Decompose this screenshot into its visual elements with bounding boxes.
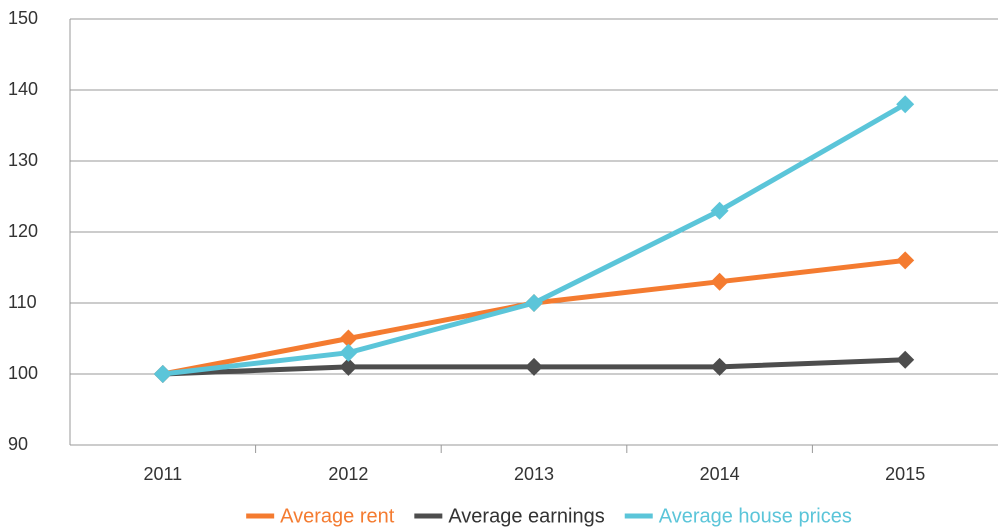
x-tick-label: 2011: [143, 464, 182, 484]
y-tick-label: 100: [8, 363, 38, 383]
data-point: [339, 357, 358, 376]
y-tick-label: 150: [8, 8, 38, 28]
legend-label: Average rent: [280, 505, 395, 527]
x-tick-label: 2015: [885, 464, 925, 484]
y-tick-label: 110: [8, 292, 37, 312]
y-tick-label: 90: [8, 434, 28, 454]
data-point: [896, 251, 915, 270]
data-point: [710, 357, 729, 376]
y-tick-label: 140: [8, 79, 38, 99]
legend-label: Average earnings: [448, 505, 604, 527]
x-tick-label: 2014: [700, 464, 740, 484]
data-point: [896, 95, 915, 114]
data-point: [153, 365, 172, 383]
data-point: [710, 272, 729, 291]
data-point: [896, 350, 915, 369]
x-tick-label: 2012: [328, 464, 368, 484]
x-tick-label: 2013: [514, 464, 554, 484]
data-point: [525, 357, 543, 376]
series-line: [162, 102, 907, 377]
data-point: [525, 294, 543, 312]
data-point: [339, 329, 358, 348]
data-point: [339, 343, 358, 362]
y-tick-label: 120: [8, 221, 38, 241]
series-line: [162, 257, 906, 377]
y-tick-label: 130: [8, 150, 38, 170]
legend-label: Average house prices: [659, 505, 852, 527]
data-point: [710, 201, 729, 220]
